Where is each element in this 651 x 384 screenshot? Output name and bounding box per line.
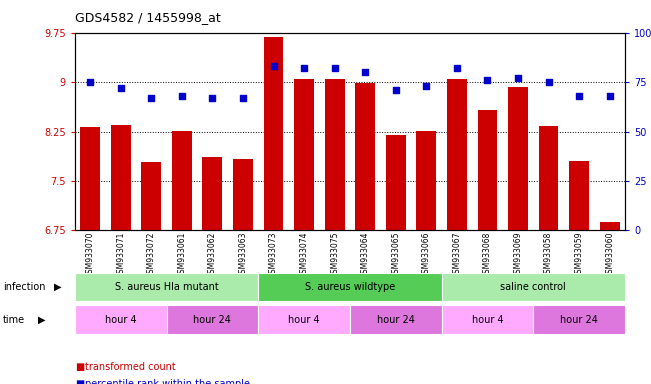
Point xyxy=(605,93,615,99)
Bar xyxy=(386,135,406,230)
Bar xyxy=(477,111,497,230)
Text: transformed count: transformed count xyxy=(85,362,175,372)
Bar xyxy=(294,79,314,230)
Bar xyxy=(75,273,258,301)
Point xyxy=(482,77,493,83)
Point xyxy=(360,69,370,75)
Bar xyxy=(258,273,441,301)
Bar xyxy=(441,273,625,301)
Text: GDS4582 / 1455998_at: GDS4582 / 1455998_at xyxy=(75,12,221,25)
Point xyxy=(115,85,126,91)
Bar xyxy=(111,125,131,230)
Bar xyxy=(350,305,441,334)
Bar xyxy=(569,161,589,230)
Text: infection: infection xyxy=(3,282,46,292)
Point xyxy=(176,93,187,99)
Bar xyxy=(172,131,192,230)
Point xyxy=(421,83,432,89)
Text: hour 24: hour 24 xyxy=(560,314,598,325)
Bar xyxy=(447,79,467,230)
Bar xyxy=(80,127,100,230)
Bar xyxy=(533,305,625,334)
Text: S. aureus Hla mutant: S. aureus Hla mutant xyxy=(115,282,219,292)
Bar xyxy=(325,79,344,230)
Point xyxy=(544,79,554,85)
Text: ▶: ▶ xyxy=(38,314,46,325)
Text: saline control: saline control xyxy=(501,282,566,292)
Point xyxy=(85,79,95,85)
Point xyxy=(391,87,401,93)
Text: time: time xyxy=(3,314,25,325)
Point xyxy=(574,93,585,99)
Bar xyxy=(233,159,253,230)
Text: S. aureus wildtype: S. aureus wildtype xyxy=(305,282,395,292)
Bar xyxy=(355,83,375,230)
Point xyxy=(146,95,156,101)
Text: ■: ■ xyxy=(75,379,84,384)
Bar xyxy=(417,131,436,230)
Text: percentile rank within the sample: percentile rank within the sample xyxy=(85,379,249,384)
Point xyxy=(299,65,309,71)
Bar xyxy=(258,305,350,334)
Point xyxy=(513,75,523,81)
Bar xyxy=(441,305,533,334)
Bar xyxy=(508,87,528,230)
Bar xyxy=(202,157,223,230)
Point xyxy=(207,95,217,101)
Point xyxy=(268,63,279,70)
Bar xyxy=(75,305,167,334)
Text: hour 4: hour 4 xyxy=(288,314,320,325)
Text: hour 24: hour 24 xyxy=(377,314,415,325)
Text: ■: ■ xyxy=(75,362,84,372)
Point xyxy=(329,65,340,71)
Bar xyxy=(600,222,620,230)
Bar xyxy=(141,162,161,230)
Text: hour 4: hour 4 xyxy=(105,314,137,325)
Text: ▶: ▶ xyxy=(54,282,62,292)
Point xyxy=(238,95,248,101)
Bar xyxy=(167,305,258,334)
Text: hour 4: hour 4 xyxy=(471,314,503,325)
Bar xyxy=(264,37,283,230)
Text: hour 24: hour 24 xyxy=(193,314,231,325)
Point xyxy=(452,65,462,71)
Bar xyxy=(538,126,559,230)
